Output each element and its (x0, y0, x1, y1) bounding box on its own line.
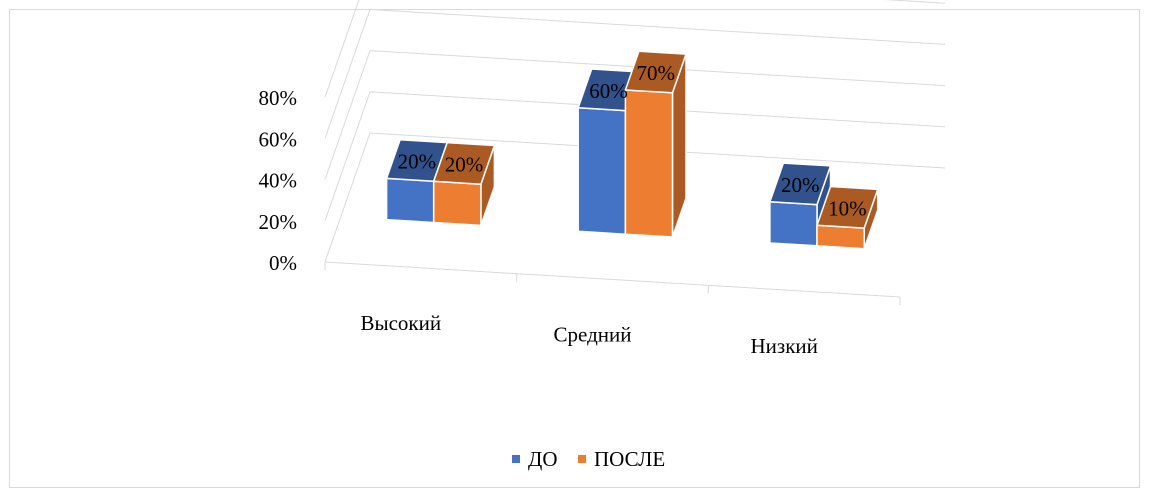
bar-top-face (769, 162, 832, 206)
bar-до (769, 162, 832, 247)
bar-front-face (385, 177, 435, 224)
y-tick-label: 80% (259, 86, 298, 110)
bar-после (432, 141, 496, 227)
bar-top-face (624, 50, 687, 94)
data-label: 20% (781, 173, 820, 197)
data-label: 20% (398, 150, 437, 174)
gridline (324, 91, 946, 221)
bar-после (624, 50, 687, 238)
gridline (324, 8, 946, 139)
gridline (324, 0, 946, 98)
y-tick-label: 40% (259, 169, 298, 193)
y-tick-label: 0% (269, 251, 297, 275)
y-tick-label: 20% (259, 210, 298, 234)
legend-label: ПОСЛЕ (594, 447, 665, 471)
x-category-label: Высокий (360, 311, 441, 335)
bar-top-face (816, 185, 879, 229)
bar-после (816, 185, 879, 250)
x-category-label: Средний (554, 323, 632, 347)
bar-front-face (624, 89, 674, 238)
bar-front-face (769, 201, 818, 247)
data-label: 10% (828, 196, 867, 220)
bar-front-face (816, 224, 865, 250)
x-category-label: Низкий (751, 334, 818, 358)
legend-swatch (512, 455, 520, 463)
chart-area (9, 9, 1140, 488)
data-label: 20% (445, 152, 484, 176)
bar-top-face (432, 141, 496, 185)
data-label: 70% (636, 61, 675, 85)
y-tick-label: 60% (259, 127, 298, 151)
legend-label: ДО (528, 447, 558, 471)
legend-swatch (578, 455, 586, 463)
bar-front-face (577, 106, 627, 235)
gridline (324, 50, 946, 180)
gridline (324, 132, 946, 263)
bar-front-face (432, 180, 482, 227)
x-axis-line (324, 261, 901, 298)
data-label: 60% (589, 79, 628, 103)
